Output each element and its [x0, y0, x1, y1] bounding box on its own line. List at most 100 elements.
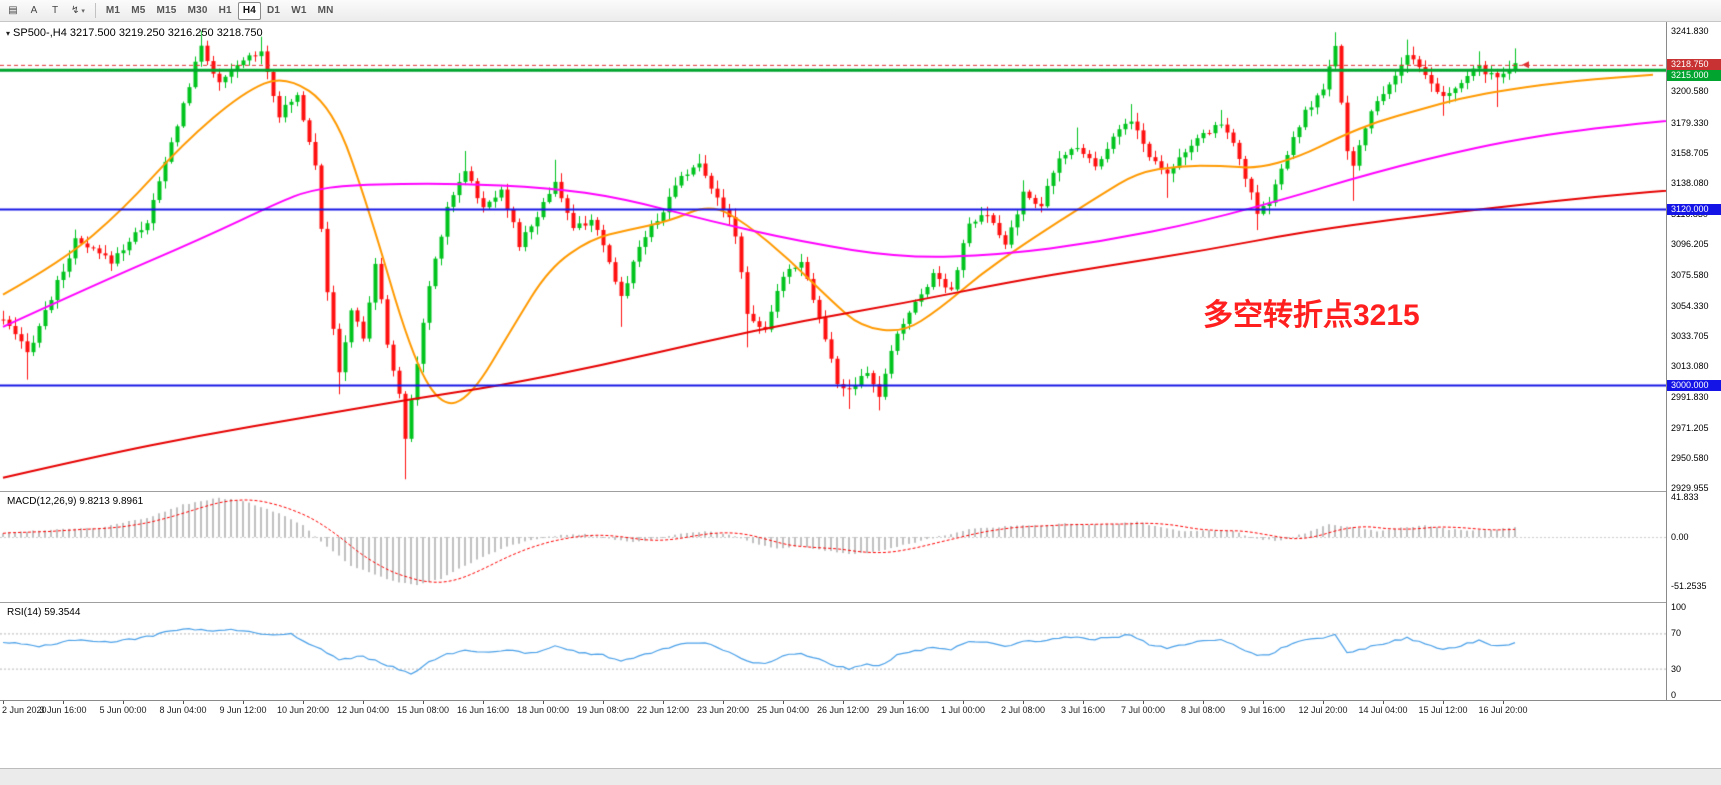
bottom-scroll-area[interactable] — [0, 768, 1721, 785]
time-label: 12 Jun 04:00 — [336, 705, 390, 715]
time-tick — [243, 701, 244, 704]
timeframe-group: M1 M5 M15 M30 H1 H4 D1 W1 MN — [101, 1, 339, 20]
time-tick — [1143, 701, 1144, 704]
macd-label: MACD(12,26,9) 9.8213 9.8961 — [7, 496, 144, 507]
time-tick — [663, 701, 664, 704]
time-tick — [63, 701, 64, 704]
price-tag: 3215.000 — [1667, 70, 1721, 82]
time-tick — [1203, 701, 1204, 704]
time-label: 26 Jun 12:00 — [816, 705, 870, 715]
timeframe-m1-button[interactable]: M1 — [101, 2, 125, 20]
time-label: 8 Jun 04:00 — [159, 705, 207, 715]
time-tick — [1083, 701, 1084, 704]
time-label: 29 Jun 16:00 — [876, 705, 930, 715]
toolbar: ▤ A T ↯ ▾ M1 M5 M15 M30 H1 H4 D1 W1 MN — [0, 0, 1721, 22]
timeframe-h1-button[interactable]: H1 — [214, 2, 237, 20]
time-tick — [1503, 701, 1504, 704]
time-label: 15 Jun 08:00 — [396, 705, 450, 715]
scale-label: 2991.830 — [1671, 392, 1709, 403]
scale-label: 0.00 — [1671, 532, 1689, 542]
toolbar-separator — [94, 3, 96, 18]
time-tick — [363, 701, 364, 704]
text-tool-button[interactable]: T — [45, 2, 65, 20]
time-tick — [963, 701, 964, 704]
time-label: 1 Jul 00:00 — [940, 705, 986, 715]
rsi-indicator-canvas[interactable] — [0, 603, 1666, 700]
time-label: 14 Jul 04:00 — [1358, 705, 1408, 715]
price-tag: 3000.000 — [1667, 379, 1721, 391]
timeframe-mn-button[interactable]: MN — [313, 2, 339, 20]
scale-label: 3241.830 — [1671, 26, 1709, 37]
scale-label: 3179.330 — [1671, 117, 1709, 128]
time-label: 16 Jun 16:00 — [456, 705, 510, 715]
timeframe-m5-button[interactable]: M5 — [126, 2, 150, 20]
time-tick — [123, 701, 124, 704]
chart-window-tool-button[interactable]: ▤ — [3, 2, 23, 20]
scale-label: 3013.080 — [1671, 361, 1709, 372]
time-tick — [1443, 701, 1444, 704]
time-tick — [1323, 701, 1324, 704]
scale-label: 30 — [1671, 663, 1682, 674]
time-label: 22 Jun 12:00 — [636, 705, 690, 715]
time-tick — [1263, 701, 1264, 704]
time-tick — [3, 701, 4, 704]
scale-label: 2971.205 — [1671, 422, 1709, 433]
time-tick — [723, 701, 724, 704]
dropdown-caret-icon: ▾ — [81, 7, 85, 15]
time-label: 23 Jun 20:00 — [696, 705, 750, 715]
time-label: 10 Jun 20:00 — [276, 705, 330, 715]
time-label: 3 Jun 16:00 — [39, 705, 87, 715]
timeframe-m15-button[interactable]: M15 — [152, 2, 182, 20]
price-scale[interactable]: 3241.830 3200.580 3179.330 3158.705 3138.080… — [1666, 22, 1721, 718]
price-tag: 3120.000 — [1667, 204, 1721, 216]
arrow-tool-button[interactable]: A — [24, 2, 44, 20]
time-label: 18 Jun 00:00 — [516, 705, 570, 715]
timeframe-m30-button[interactable]: M30 — [183, 2, 213, 20]
scale-label: 3075.580 — [1671, 269, 1709, 280]
time-tick — [783, 701, 784, 704]
symbol-menu-icon[interactable]: ▾ — [6, 29, 11, 38]
time-label: 12 Jul 20:00 — [1298, 705, 1348, 715]
scale-label: 2950.580 — [1671, 452, 1709, 463]
time-label: 25 Jun 04:00 — [756, 705, 810, 715]
time-label: 8 Jul 08:00 — [1180, 705, 1226, 715]
time-tick — [483, 701, 484, 704]
scale-label: 2929.955 — [1671, 483, 1709, 494]
time-tick — [603, 701, 604, 704]
scale-label: 3158.705 — [1671, 147, 1709, 158]
time-label: 9 Jun 12:00 — [219, 705, 267, 715]
time-axis[interactable]: 2 Jun 2020 3 Jun 16:00 5 Jun 00:00 8 Jun 04… — [0, 700, 1721, 718]
toolbar-tools: ▤ A T ↯ ▾ — [3, 2, 90, 20]
time-tick — [303, 701, 304, 704]
panel-splitter[interactable] — [0, 491, 1721, 492]
timeframe-h4-button[interactable]: H4 — [237, 1, 261, 20]
scale-label: 0 — [1671, 690, 1677, 700]
scale-label: 3138.080 — [1671, 178, 1709, 189]
scale-label: 100 — [1671, 602, 1687, 612]
timeframe-d1-button[interactable]: D1 — [262, 2, 285, 20]
time-label: 3 Jul 16:00 — [1060, 705, 1106, 715]
price-tag: 3218.750 — [1667, 59, 1721, 71]
rsi-label: RSI(14) 59.3544 — [7, 607, 81, 618]
scale-label: 70 — [1671, 628, 1682, 639]
timeframe-w1-button[interactable]: W1 — [286, 2, 311, 20]
scale-label: 3096.205 — [1671, 239, 1709, 250]
time-label: 19 Jun 08:00 — [576, 705, 630, 715]
time-tick — [183, 701, 184, 704]
macd-indicator-canvas[interactable] — [0, 492, 1666, 602]
chart-annotation-text: 多空转折点3215 — [1203, 299, 1420, 332]
time-label: 2 Jul 08:00 — [1000, 705, 1046, 715]
time-label: 9 Jul 16:00 — [1240, 705, 1286, 715]
scale-label: 3200.580 — [1671, 86, 1709, 97]
scale-label: 3033.705 — [1671, 331, 1709, 342]
time-label: 7 Jul 00:00 — [1120, 705, 1166, 715]
time-label: 16 Jul 20:00 — [1478, 705, 1528, 715]
objects-tool-button[interactable]: ↯ ▾ — [66, 2, 90, 20]
price-chart-canvas[interactable] — [0, 22, 1666, 491]
time-tick — [423, 701, 424, 704]
time-label: 2 Jun 2020 — [2, 705, 47, 715]
time-tick — [1023, 701, 1024, 704]
panel-splitter[interactable] — [0, 602, 1721, 603]
scale-label: 3054.330 — [1671, 300, 1709, 311]
